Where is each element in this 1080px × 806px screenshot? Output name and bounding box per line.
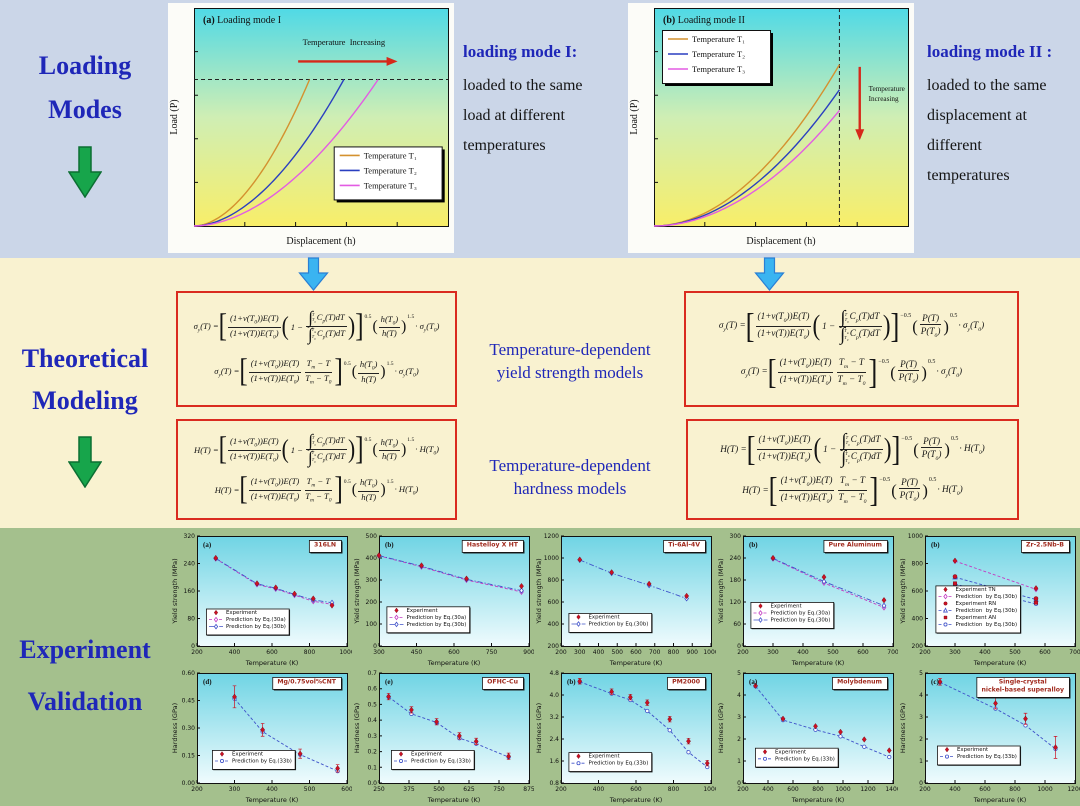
mode-1-line: temperatures [463,137,546,154]
mode-1-description: loading mode I: loaded to the same load … [463,42,618,161]
mode-2-description: loading mode II : loaded to the same dis… [927,42,1079,191]
hardness-equations-mode2: H(T) = [(1+ν(T0))E(T) (1+ν(T))E(T0)(1 − ∫ T… [686,419,1019,520]
experiment-validation-section: Experiment Validation [0,528,1080,806]
down-arrow-icon [754,257,785,291]
experiment-validation-heading: Experiment Validation [0,624,170,728]
heading-line: Experiment [19,635,151,664]
panel-mg-cnt-chart [170,668,352,805]
panel-zr25nb-chart [898,531,1080,668]
mode-2-line: different [927,137,982,154]
mode-2-line: displacement at [927,107,1027,124]
heading-line: Modeling [32,386,138,415]
hardness-equations-mode1: H(T) = [(1+ν(T0))E(T) (1+ν(T))E(T0)(1 − ∫ T… [176,419,457,520]
theoretical-modeling-section: Theoretical Modeling σy(T) = [(1+ν(T0))E… [0,257,1080,528]
hardness-models-label: Temperature-dependent hardness models [455,454,685,500]
down-arrow-icon [67,436,103,489]
heading-line: Modes [48,95,122,124]
heading-line: Loading [38,51,132,80]
heading-line: Validation [27,687,143,716]
mode-2-line: loaded to the same [927,77,1047,94]
loading-mode-2-chart [628,3,914,253]
mode-1-line: load at different [463,107,565,124]
theoretical-modeling-heading: Theoretical Modeling [0,338,170,493]
mode-2-line: temperatures [927,167,1010,184]
yield-strength-equations-mode2: σy(T) = [(1+ν(T0))E(T) (1+ν(T))E(T0)(1 − ∫… [684,291,1019,407]
mode-2-heading: loading mode II : [927,42,1053,61]
label-line: Temperature-dependent [489,340,651,359]
loading-modes-heading: Loading Modes [0,44,170,203]
panel-superalloy-chart [898,668,1080,805]
mode-1-heading: loading mode I: [463,42,578,61]
panel-molybdenum-chart [716,668,898,805]
panel-ofhc-cu-chart [352,668,534,805]
label-line: hardness models [513,479,627,498]
loading-mode-1-chart [168,3,454,253]
mode-1-line: loaded to the same [463,77,583,94]
heading-line: Theoretical [21,344,149,373]
down-arrow-icon [298,257,329,291]
panel-316ln-chart [170,531,352,668]
loading-modes-section: Loading Modes loading mode I: loaded to … [0,0,1080,258]
panel-ti6al4v-chart [534,531,716,668]
panel-pure-aluminum-chart [716,531,898,668]
validation-panel-grid [170,531,1080,805]
down-arrow-icon [67,146,103,199]
yield-strength-models-label: Temperature-dependent yield strength mod… [455,338,685,384]
label-line: Temperature-dependent [489,456,651,475]
yield-strength-equations-mode1: σy(T) = [(1+ν(T0))E(T) (1+ν(T))E(T0)(1 − ∫… [176,291,457,407]
panel-pm2000-chart [534,668,716,805]
label-line: yield strength models [496,363,644,382]
panel-hastelloy-chart [352,531,534,668]
